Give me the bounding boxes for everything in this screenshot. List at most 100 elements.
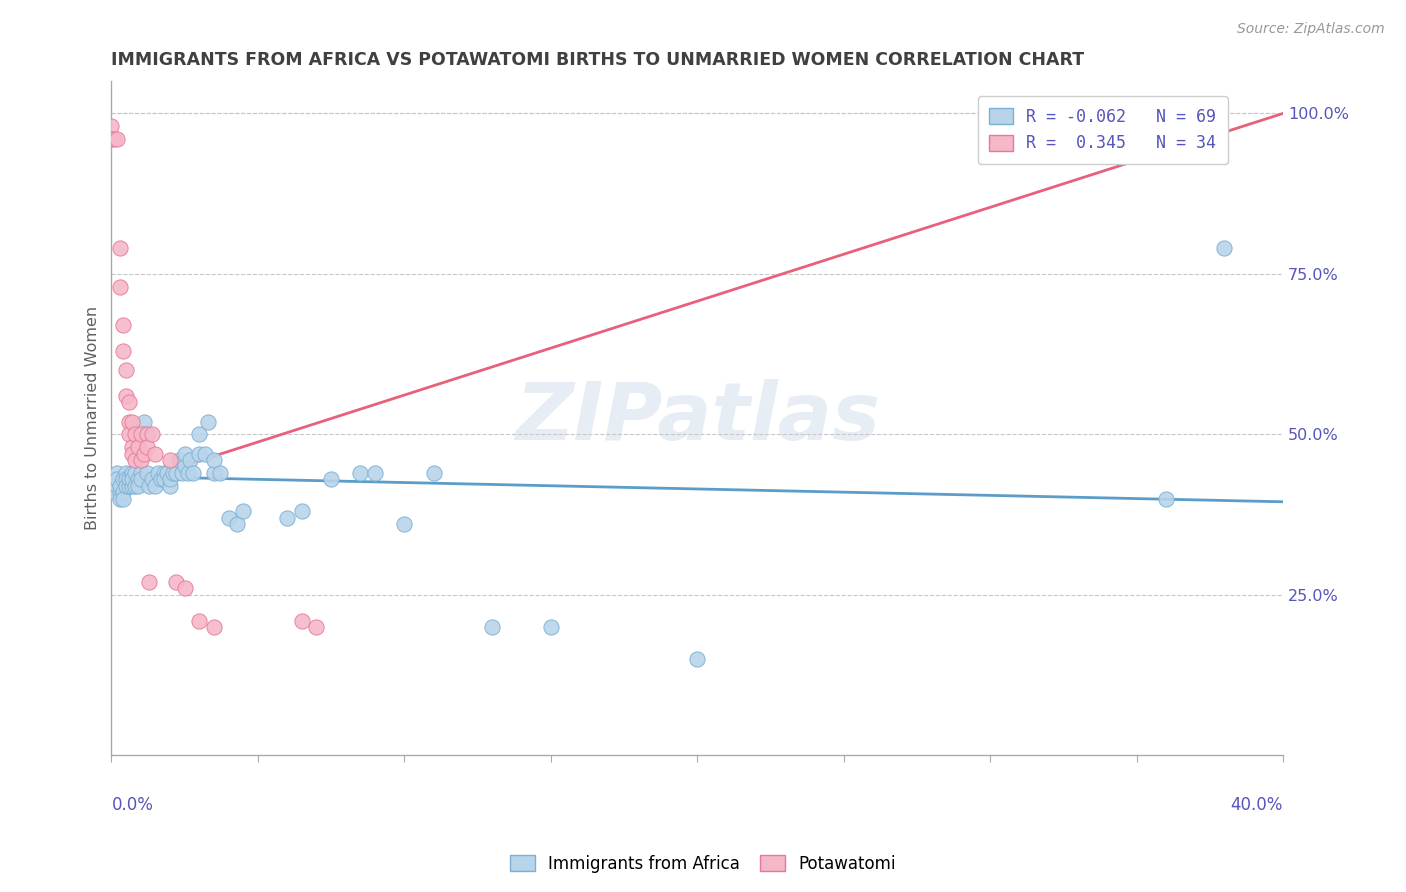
Point <box>349 466 371 480</box>
Point <box>121 472 143 486</box>
Point <box>305 620 328 634</box>
Point <box>540 620 562 634</box>
Point <box>167 453 190 467</box>
Point <box>127 440 149 454</box>
Point <box>165 575 187 590</box>
Text: 0.0%: 0.0% <box>111 796 153 814</box>
Point <box>115 363 138 377</box>
Point <box>276 511 298 525</box>
Point <box>115 466 138 480</box>
Point <box>135 440 157 454</box>
Point <box>132 427 155 442</box>
Point <box>129 427 152 442</box>
Point <box>124 427 146 442</box>
Point <box>100 132 122 146</box>
Point <box>422 466 444 480</box>
Point <box>124 479 146 493</box>
Point <box>291 504 314 518</box>
Point <box>105 466 128 480</box>
Point <box>121 440 143 454</box>
Point <box>103 472 125 486</box>
Point <box>135 466 157 480</box>
Point <box>153 466 176 480</box>
Point <box>124 453 146 467</box>
Point <box>156 466 179 480</box>
Point <box>159 472 181 486</box>
Point <box>108 485 131 500</box>
Text: 40.0%: 40.0% <box>1230 796 1282 814</box>
Point <box>112 472 135 486</box>
Point <box>319 472 342 486</box>
Point <box>170 466 193 480</box>
Point <box>100 479 122 493</box>
Point <box>105 472 128 486</box>
Point <box>194 447 217 461</box>
Point <box>162 466 184 480</box>
Point <box>183 466 205 480</box>
Point <box>132 415 155 429</box>
Point <box>127 472 149 486</box>
Point <box>148 466 170 480</box>
Point <box>481 620 503 634</box>
Point <box>112 485 135 500</box>
Point <box>115 472 138 486</box>
Y-axis label: Births to Unmarried Women: Births to Unmarried Women <box>86 306 100 531</box>
Point <box>112 343 135 358</box>
Legend: R = -0.062   N = 69, R =  0.345   N = 34: R = -0.062 N = 69, R = 0.345 N = 34 <box>977 96 1227 164</box>
Point <box>108 491 131 506</box>
Point <box>124 466 146 480</box>
Point <box>1213 241 1236 255</box>
Point <box>364 466 387 480</box>
Point <box>188 447 211 461</box>
Point <box>1154 491 1177 506</box>
Point <box>141 472 163 486</box>
Point <box>176 466 198 480</box>
Point <box>118 395 141 409</box>
Point <box>202 453 225 467</box>
Point <box>105 132 128 146</box>
Point <box>143 447 166 461</box>
Point <box>103 132 125 146</box>
Point <box>118 479 141 493</box>
Point <box>188 427 211 442</box>
Point <box>118 472 141 486</box>
Point <box>127 479 149 493</box>
Point <box>115 389 138 403</box>
Point <box>173 582 195 596</box>
Text: Source: ZipAtlas.com: Source: ZipAtlas.com <box>1237 22 1385 37</box>
Point <box>108 279 131 293</box>
Point <box>129 466 152 480</box>
Point <box>112 318 135 333</box>
Point <box>103 485 125 500</box>
Point <box>115 479 138 493</box>
Point <box>291 614 314 628</box>
Point <box>121 415 143 429</box>
Text: IMMIGRANTS FROM AFRICA VS POTAWATOMI BIRTHS TO UNMARRIED WOMEN CORRELATION CHART: IMMIGRANTS FROM AFRICA VS POTAWATOMI BIR… <box>111 51 1084 69</box>
Point <box>121 447 143 461</box>
Point <box>108 241 131 255</box>
Point <box>179 453 201 467</box>
Point <box>159 453 181 467</box>
Point <box>173 459 195 474</box>
Point <box>132 447 155 461</box>
Point <box>202 620 225 634</box>
Point <box>105 479 128 493</box>
Point <box>100 120 122 134</box>
Point <box>173 447 195 461</box>
Point <box>141 427 163 442</box>
Point <box>138 479 160 493</box>
Point <box>150 472 173 486</box>
Point <box>112 491 135 506</box>
Point <box>129 453 152 467</box>
Point <box>118 427 141 442</box>
Point <box>121 479 143 493</box>
Point <box>143 479 166 493</box>
Point <box>218 511 240 525</box>
Point <box>165 466 187 480</box>
Point <box>188 614 211 628</box>
Text: ZIPatlas: ZIPatlas <box>515 379 880 458</box>
Point <box>226 517 249 532</box>
Point <box>159 479 181 493</box>
Point <box>135 427 157 442</box>
Point <box>153 472 176 486</box>
